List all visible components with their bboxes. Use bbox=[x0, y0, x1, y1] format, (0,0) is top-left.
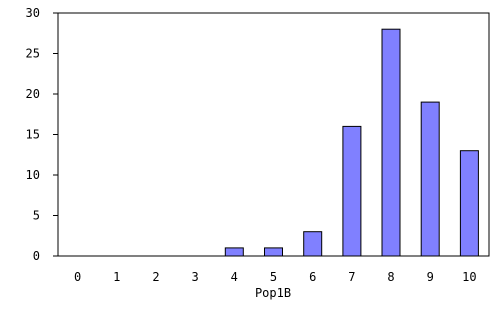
y-tick-label-30: 30 bbox=[26, 6, 40, 20]
y-tick-label-5: 5 bbox=[33, 209, 40, 223]
bar-10 bbox=[459, 150, 479, 257]
x-tick-label-7: 7 bbox=[348, 270, 355, 284]
bar-4 bbox=[224, 247, 244, 257]
x-tick-label-5: 5 bbox=[270, 270, 277, 284]
bar-6 bbox=[303, 231, 323, 257]
x-axis-title: Pop1B bbox=[255, 286, 291, 300]
x-tick-label-9: 9 bbox=[427, 270, 434, 284]
y-tick-label-10: 10 bbox=[26, 168, 40, 182]
bars-group bbox=[224, 28, 479, 257]
plot-area bbox=[57, 12, 490, 257]
x-tick-label-8: 8 bbox=[387, 270, 394, 284]
bar-7 bbox=[342, 125, 362, 257]
y-tick-label-15: 15 bbox=[26, 128, 40, 142]
bar-9 bbox=[420, 101, 440, 257]
x-tick-label-0: 0 bbox=[74, 270, 81, 284]
x-tick-label-6: 6 bbox=[309, 270, 316, 284]
x-tick-label-2: 2 bbox=[152, 270, 159, 284]
y-tick-label-25: 25 bbox=[26, 47, 40, 61]
y-tick-label-20: 20 bbox=[26, 87, 40, 101]
x-tick-label-10: 10 bbox=[462, 270, 476, 284]
bar-5 bbox=[264, 247, 283, 257]
bar-8 bbox=[381, 28, 401, 257]
y-axis-ticks: 0 5 10 15 20 25 30 bbox=[26, 6, 58, 263]
x-tick-label-4: 4 bbox=[231, 270, 238, 284]
x-tick-label-3: 3 bbox=[191, 270, 198, 284]
y-tick-label-0: 0 bbox=[33, 249, 40, 263]
x-axis-ticks: 0 1 2 3 4 5 6 7 8 9 10 bbox=[74, 270, 477, 284]
x-tick-label-1: 1 bbox=[113, 270, 120, 284]
